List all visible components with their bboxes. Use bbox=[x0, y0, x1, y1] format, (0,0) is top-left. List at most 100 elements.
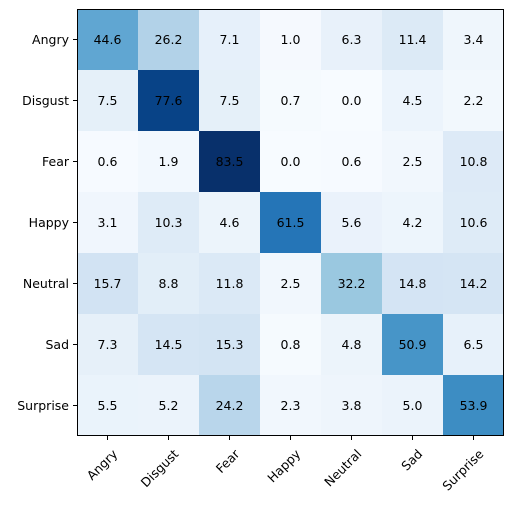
y-tick-label: Surprise bbox=[17, 398, 69, 413]
heatmap-cell bbox=[443, 9, 504, 70]
heatmap-cell bbox=[382, 192, 443, 253]
heatmap-cell bbox=[77, 314, 138, 375]
heatmap-cell bbox=[321, 375, 382, 436]
x-tick-label: Fear bbox=[213, 446, 243, 476]
heatmap-cell bbox=[321, 70, 382, 131]
cell-value-label: 4.8 bbox=[342, 337, 362, 352]
cell-value-label: 24.2 bbox=[216, 398, 244, 413]
heatmap-cell bbox=[138, 9, 199, 70]
cell-value-label: 0.6 bbox=[98, 154, 118, 169]
heatmap-cell bbox=[443, 314, 504, 375]
cell-value-label: 3.4 bbox=[464, 32, 484, 47]
heatmap-cell bbox=[138, 192, 199, 253]
cell-value-label: 61.5 bbox=[277, 215, 305, 230]
cell-value-label: 11.4 bbox=[399, 32, 427, 47]
cell-value-label: 3.1 bbox=[98, 215, 118, 230]
x-axis-ticks: Angry Disgust Fear Happy Neutral Sad Surprise bbox=[84, 436, 487, 493]
heatmap-cell bbox=[321, 314, 382, 375]
heatmap-cell bbox=[260, 9, 321, 70]
x-tick-label: Sad bbox=[398, 446, 425, 473]
heatmap-cell bbox=[138, 131, 199, 192]
cell-value-label: 3.8 bbox=[342, 398, 362, 413]
x-tick-label: Neutral bbox=[321, 446, 364, 489]
cell-value-label: 44.6 bbox=[94, 32, 122, 47]
heatmap-cell-labels: 44.6 26.2 7.1 1.0 6.3 11.4 3.4 7.5 77.6 7.5 0.7 0.0… bbox=[94, 32, 488, 413]
heatmap-cell bbox=[77, 9, 138, 70]
heatmap-cell bbox=[199, 131, 260, 192]
heatmap-cell bbox=[199, 70, 260, 131]
heatmap-cell bbox=[199, 314, 260, 375]
heatmap-cell bbox=[138, 253, 199, 314]
y-tick-label: Disgust bbox=[22, 93, 69, 108]
heatmap-cell bbox=[199, 253, 260, 314]
heatmap-cell bbox=[260, 314, 321, 375]
heatmap-cell bbox=[382, 375, 443, 436]
cell-value-label: 7.5 bbox=[98, 93, 118, 108]
x-tick-label: Happy bbox=[264, 446, 304, 486]
cell-value-label: 0.8 bbox=[281, 337, 301, 352]
heatmap-cell bbox=[77, 253, 138, 314]
cell-value-label: 0.7 bbox=[281, 93, 301, 108]
cell-value-label: 15.3 bbox=[216, 337, 244, 352]
cell-value-label: 11.8 bbox=[216, 276, 244, 291]
heatmap-cell bbox=[260, 192, 321, 253]
cell-value-label: 14.8 bbox=[399, 276, 427, 291]
cell-value-label: 0.6 bbox=[342, 154, 362, 169]
cell-value-label: 32.2 bbox=[338, 276, 366, 291]
cell-value-label: 5.2 bbox=[159, 398, 179, 413]
heatmap-cell bbox=[382, 70, 443, 131]
cell-value-label: 2.3 bbox=[281, 398, 301, 413]
y-tick-label: Fear bbox=[42, 154, 70, 169]
heatmap-cell bbox=[260, 375, 321, 436]
heatmap-cell bbox=[77, 375, 138, 436]
cell-value-label: 83.5 bbox=[216, 154, 244, 169]
cell-value-label: 2.5 bbox=[281, 276, 301, 291]
cell-value-label: 77.6 bbox=[155, 93, 183, 108]
x-tick-label: Surprise bbox=[439, 446, 486, 493]
plot-frame bbox=[77, 9, 504, 436]
cell-value-label: 5.0 bbox=[403, 398, 423, 413]
heatmap-cell bbox=[321, 9, 382, 70]
y-tick-label: Angry bbox=[32, 32, 70, 47]
heatmap-cell bbox=[77, 192, 138, 253]
heatmap-cell bbox=[77, 70, 138, 131]
heatmap-cell bbox=[321, 192, 382, 253]
heatmap-cell bbox=[199, 9, 260, 70]
heatmap-cell bbox=[260, 253, 321, 314]
heatmap-cell bbox=[260, 131, 321, 192]
cell-value-label: 7.3 bbox=[98, 337, 118, 352]
cell-value-label: 10.3 bbox=[155, 215, 183, 230]
cell-value-label: 4.5 bbox=[403, 93, 423, 108]
cell-value-label: 4.2 bbox=[403, 215, 423, 230]
heatmap-cell bbox=[382, 314, 443, 375]
heatmap-cell bbox=[138, 314, 199, 375]
cell-value-label: 1.0 bbox=[281, 32, 301, 47]
cell-value-label: 1.9 bbox=[159, 154, 179, 169]
heatmap-cell bbox=[138, 375, 199, 436]
cell-value-label: 5.6 bbox=[342, 215, 362, 230]
cell-value-label: 2.2 bbox=[464, 93, 484, 108]
heatmap-cell bbox=[443, 70, 504, 131]
heatmap-cell bbox=[382, 131, 443, 192]
cell-value-label: 50.9 bbox=[399, 337, 427, 352]
heatmap-cell bbox=[382, 9, 443, 70]
x-tick-label: Disgust bbox=[138, 446, 182, 490]
cell-value-label: 6.5 bbox=[464, 337, 484, 352]
heatmap-cell bbox=[199, 375, 260, 436]
cell-value-label: 0.0 bbox=[342, 93, 362, 108]
y-tick-label: Neutral bbox=[23, 276, 69, 291]
cell-value-label: 26.2 bbox=[155, 32, 183, 47]
cell-value-label: 14.5 bbox=[155, 337, 183, 352]
cell-value-label: 14.2 bbox=[460, 276, 488, 291]
cell-value-label: 53.9 bbox=[460, 398, 488, 413]
cell-value-label: 4.6 bbox=[220, 215, 240, 230]
y-tick-label: Sad bbox=[45, 337, 69, 352]
cell-value-label: 2.5 bbox=[403, 154, 423, 169]
cell-value-label: 15.7 bbox=[94, 276, 122, 291]
heatmap-cell bbox=[443, 375, 504, 436]
x-tick-label: Angry bbox=[84, 446, 121, 483]
cell-value-label: 8.8 bbox=[159, 276, 179, 291]
heatmap-cell bbox=[260, 70, 321, 131]
heatmap-cell bbox=[382, 253, 443, 314]
